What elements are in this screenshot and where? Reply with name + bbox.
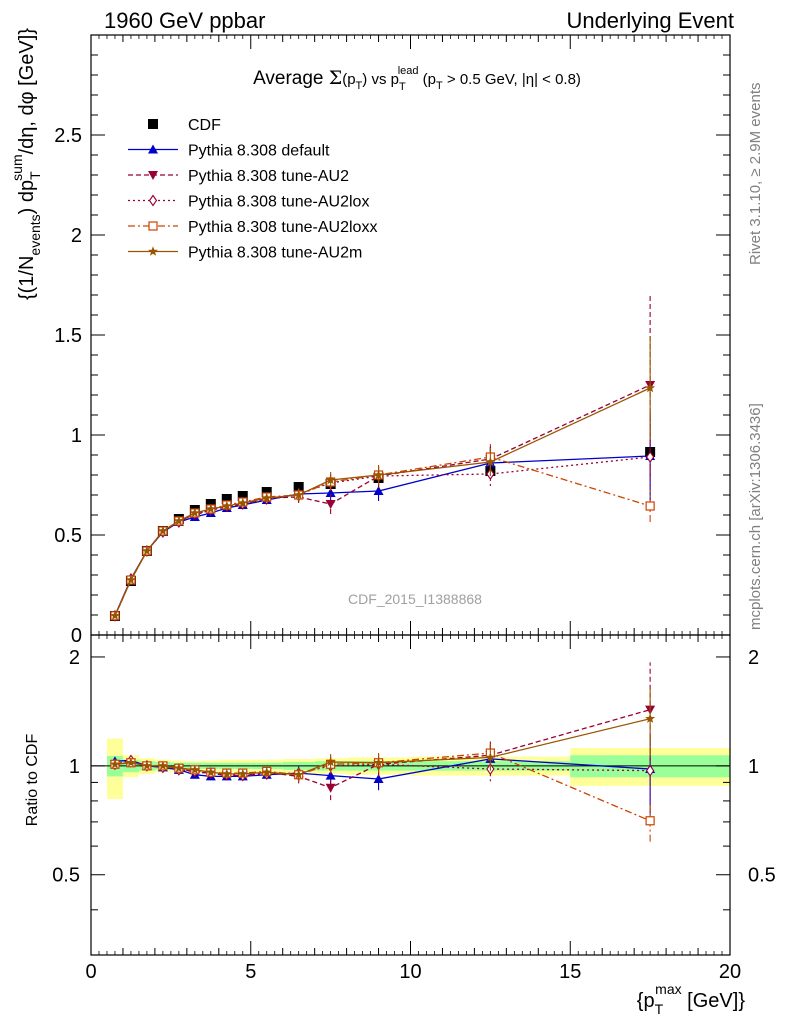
- ratio-point: [110, 759, 120, 769]
- ratio-y-tick-label-right: 0.5: [748, 865, 776, 887]
- x-tick-label: 0: [85, 961, 96, 983]
- ratio-point: [325, 770, 336, 780]
- series-line: [114, 384, 651, 617]
- ratio-series-4: [110, 688, 656, 782]
- legend-label: Pythia 8.308 default: [188, 143, 330, 160]
- data-point: [485, 456, 496, 467]
- y-tick-label: 0: [71, 625, 82, 647]
- ratio-line: [114, 759, 651, 777]
- analysis-watermark: CDF_2015_I1388868: [348, 591, 482, 607]
- ratio-y-axis-label: Ratio to CDF: [24, 734, 41, 827]
- ratio-point: [142, 760, 152, 771]
- legend-label: Pythia 8.308 tune-AU2m: [188, 245, 362, 262]
- legend-entry: Pythia 8.308 default: [128, 143, 330, 160]
- ratio-y-tick-label: 1: [69, 756, 80, 778]
- x-tick-label: 5: [245, 961, 256, 983]
- ratio-point: [645, 713, 656, 723]
- plot-title: Average Σ(pT) vs pTlead (pT > 0.5 GeV, |…: [253, 65, 581, 93]
- ratio-line: [114, 752, 651, 822]
- legend-marker: [148, 144, 158, 154]
- ratio-point: [205, 767, 216, 777]
- legend-label: Pythia 8.308 tune-AU2: [188, 168, 349, 185]
- data-point: [325, 474, 336, 485]
- data-point: [645, 451, 655, 463]
- legend-label: Pythia 8.308 tune-AU2lox: [188, 194, 369, 211]
- legend-entry: Pythia 8.308 tune-AU2lox: [128, 194, 369, 211]
- legend-entry: Pythia 8.308 tune-AU2: [128, 168, 349, 185]
- y-tick-label: 0.5: [54, 525, 82, 547]
- main-plot-frame: [90, 34, 731, 636]
- ratio-point: [645, 764, 655, 777]
- ratio-y-tick-label-right: 2: [748, 647, 759, 669]
- ratio-point: [293, 769, 304, 779]
- y-tick-label: 1.5: [54, 325, 82, 347]
- data-point: [237, 491, 248, 501]
- main-y-axis-label: {(1/Nevents) dpTsum/dη, dφ [GeV]}: [9, 28, 43, 300]
- ratio-point: [261, 767, 272, 777]
- data-point: [261, 487, 272, 497]
- ratio-point: [189, 764, 200, 774]
- data-point: [293, 489, 304, 500]
- legend: CDF Pythia 8.308 default Pythia 8.308 tune…: [128, 117, 377, 262]
- ratio-point: [325, 783, 336, 793]
- data-point: [221, 500, 232, 511]
- ratio-point: [645, 816, 655, 826]
- ratio-y-tick-label: 2: [69, 647, 80, 669]
- ratio-point: [237, 768, 248, 779]
- x-tick-label: 20: [719, 961, 741, 983]
- legend-label: CDF: [188, 117, 221, 134]
- data-point: [205, 503, 216, 514]
- data-point: [221, 494, 232, 504]
- data-point: [373, 486, 384, 495]
- y-tick-label: 1: [71, 425, 82, 447]
- legend-entry: Pythia 8.308 tune-AU2loxx: [128, 219, 377, 236]
- series-layer: [109, 293, 656, 842]
- ratio-point: [221, 768, 232, 779]
- ratio-plot-frame: [90, 634, 731, 956]
- ratio-y-tick-label-right: 1: [748, 756, 759, 778]
- data-point: [645, 382, 656, 393]
- ratio-point: [485, 752, 496, 762]
- ratio-point: [373, 773, 384, 783]
- data-point: [157, 525, 168, 536]
- legend-marker: [148, 194, 158, 207]
- data-point: [237, 497, 248, 508]
- data-point: [293, 482, 304, 492]
- data-point: [325, 500, 336, 509]
- data-point: [173, 515, 184, 526]
- data-point: [142, 545, 152, 556]
- data-point: [110, 610, 120, 620]
- ratio-point: [126, 757, 136, 767]
- data-point: [189, 507, 200, 518]
- data-point: [325, 488, 336, 497]
- x-tick-label: 15: [559, 961, 581, 983]
- legend-marker: [148, 246, 158, 256]
- series-5: [110, 336, 656, 620]
- series-2: [109, 293, 656, 621]
- ratio-point: [373, 757, 384, 767]
- legend-marker: [148, 119, 158, 129]
- legend-marker: [148, 171, 158, 180]
- header-left: 1960 GeV ppbar: [104, 8, 266, 33]
- legend-marker: [148, 221, 158, 231]
- y-tick-label: 2: [71, 225, 82, 247]
- legend-label: Pythia 8.308 tune-AU2loxx: [188, 219, 377, 236]
- ratio-point: [325, 756, 336, 767]
- ratio-point: [173, 763, 184, 773]
- x-axis-label: {pTmax [GeV]}: [637, 981, 746, 1017]
- y-tick-label: 2.5: [54, 125, 82, 147]
- data-point: [261, 492, 272, 503]
- ratio-point: [157, 760, 168, 771]
- data-point: [373, 469, 384, 480]
- axis-ticks: [90, 35, 731, 955]
- ratio-y-tick-label: 0.5: [52, 865, 80, 887]
- x-tick-label: 10: [399, 961, 421, 983]
- data-point: [645, 501, 655, 511]
- data-point: [126, 574, 136, 585]
- tick-labels: 0 5 10 15 20 0 0.5 1 1.5 2 2.5 0.5 0.5 1 1 2 2: [52, 125, 776, 983]
- legend-entry: CDF: [148, 117, 221, 134]
- header-right: Underlying Event: [566, 8, 734, 33]
- legend-entry: Pythia 8.308 tune-AU2m: [128, 245, 362, 262]
